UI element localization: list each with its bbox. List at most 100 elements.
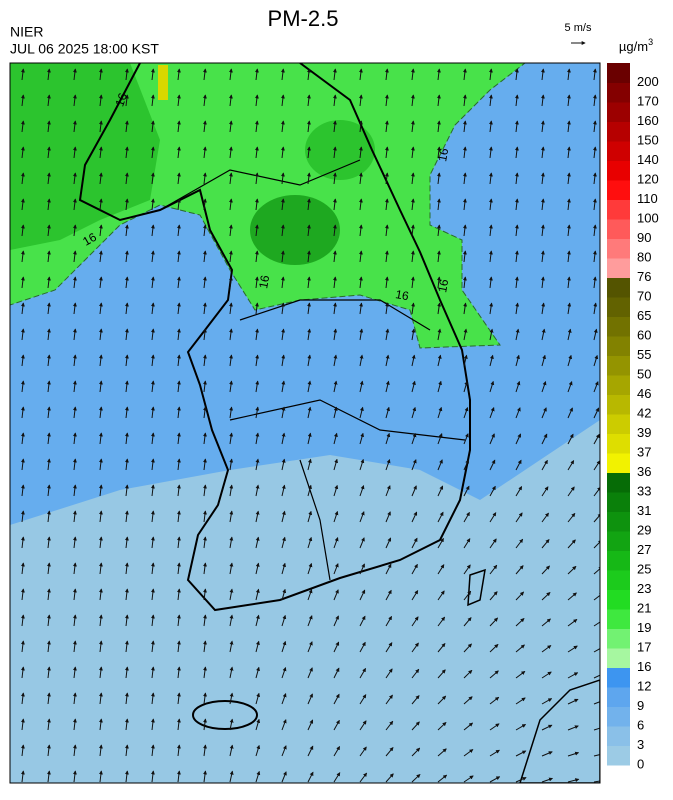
- title: PM-2.5: [268, 6, 339, 31]
- wind-arrow: [307, 693, 313, 705]
- colorbar-label: 17: [637, 639, 651, 654]
- wind-arrow: [72, 68, 77, 81]
- wind-arrow: [46, 562, 51, 575]
- wind-arrow: [593, 486, 600, 497]
- wind-arrow: [593, 328, 598, 341]
- wind-arrow: [202, 120, 207, 133]
- wind-arrow: [281, 640, 287, 653]
- wind-arrow: [463, 459, 469, 471]
- wind-field: [20, 68, 600, 783]
- wind-arrow: [384, 172, 389, 185]
- wind-arrow: [176, 562, 181, 575]
- wind-arrow: [98, 224, 103, 237]
- wind-arrow: [385, 380, 390, 393]
- wind-arrow: [203, 718, 207, 731]
- wind-arrow: [46, 146, 51, 159]
- wind-arrow: [46, 380, 51, 393]
- wind-arrow: [98, 640, 103, 653]
- wind-arrow: [255, 588, 260, 601]
- wind-arrow: [229, 510, 234, 523]
- wind-arrow: [488, 120, 493, 133]
- wind-arrow: [176, 354, 181, 367]
- wind-arrow: [306, 146, 311, 159]
- wind-arrow: [437, 380, 442, 393]
- wind-arrow: [306, 68, 311, 81]
- wind-arrow: [98, 380, 103, 393]
- wind-arrow: [488, 224, 493, 237]
- wind-arrow: [124, 120, 129, 133]
- wind-arrow: [436, 120, 441, 133]
- wind-arrow: [592, 198, 597, 211]
- wind-arrow: [254, 172, 259, 185]
- wind-arrow: [20, 458, 25, 471]
- wind-arrow: [463, 775, 474, 783]
- wind-arrow: [176, 250, 181, 263]
- wind-arrow: [514, 276, 519, 289]
- colorbar-label: 6: [637, 717, 644, 732]
- wind-arrow: [332, 94, 337, 107]
- contour-label: 16: [394, 287, 410, 303]
- wind-arrow: [255, 484, 260, 497]
- datetime: JUL 06 2025 18:00 KST: [10, 41, 159, 57]
- wind-arrow: [306, 172, 311, 185]
- wind-arrow: [281, 588, 287, 601]
- wind-arrow: [150, 666, 155, 679]
- wind-arrow: [203, 692, 207, 705]
- wind-arrow: [124, 536, 129, 549]
- wind-arrow: [541, 751, 553, 757]
- wind-arrow: [255, 536, 260, 549]
- wind-arrow: [358, 224, 363, 237]
- colorbar-label: 65: [637, 308, 651, 323]
- wind-arrow: [567, 486, 575, 497]
- wind-arrow: [124, 432, 129, 445]
- wind-arrow: [72, 224, 77, 237]
- wind-arrow: [306, 198, 311, 211]
- wind-arrow: [72, 354, 77, 367]
- wind-arrow: [463, 590, 472, 601]
- contour-label: 16: [80, 230, 99, 249]
- wind-arrow: [593, 566, 600, 575]
- wind-arrow: [98, 484, 103, 497]
- wind-arrow: [98, 302, 103, 315]
- wind-arrow: [229, 666, 234, 679]
- wind-arrow: [515, 380, 521, 393]
- wind-arrow: [462, 224, 467, 237]
- wind-arrow: [436, 172, 441, 185]
- wind-arrow: [489, 723, 500, 731]
- wind-arrow: [566, 276, 571, 289]
- wind-arrow: [385, 668, 393, 679]
- wind-arrow: [489, 749, 500, 757]
- wind-arrow: [254, 250, 259, 263]
- wind-arrow: [567, 592, 577, 601]
- colorbar-label: 25: [637, 561, 651, 576]
- wind-arrow: [541, 671, 552, 679]
- wind-arrow: [306, 120, 311, 133]
- wind-arrow: [567, 328, 572, 341]
- colorbar-label: 9: [637, 698, 644, 713]
- wind-arrow: [150, 172, 155, 185]
- wind-arrow: [436, 68, 441, 81]
- wind-arrow: [384, 68, 389, 81]
- wind-arrow: [280, 68, 285, 81]
- wind-arrow: [359, 432, 365, 445]
- wind-arrow: [72, 666, 77, 679]
- wind-arrow: [176, 328, 181, 341]
- wind-arrow: [514, 146, 519, 159]
- wind-arrow: [333, 302, 337, 315]
- wind-arrow: [541, 618, 551, 627]
- wind-arrow: [593, 407, 600, 419]
- wind-arrow: [540, 146, 545, 159]
- wind-arrow: [72, 432, 77, 445]
- wind-arrow: [229, 744, 234, 757]
- wind-arrow: [515, 538, 524, 549]
- wind-arrow: [358, 250, 363, 263]
- wind-arrow: [515, 750, 527, 757]
- wind-arrow: [307, 771, 314, 783]
- colorbar-label: 100: [637, 210, 659, 225]
- wind-arrow: [20, 146, 25, 159]
- wind-arrow: [202, 536, 207, 549]
- wind-arrow: [489, 643, 499, 653]
- wind-arrow: [124, 718, 129, 731]
- wind-arrow: [593, 592, 600, 601]
- wind-arrow: [255, 614, 260, 627]
